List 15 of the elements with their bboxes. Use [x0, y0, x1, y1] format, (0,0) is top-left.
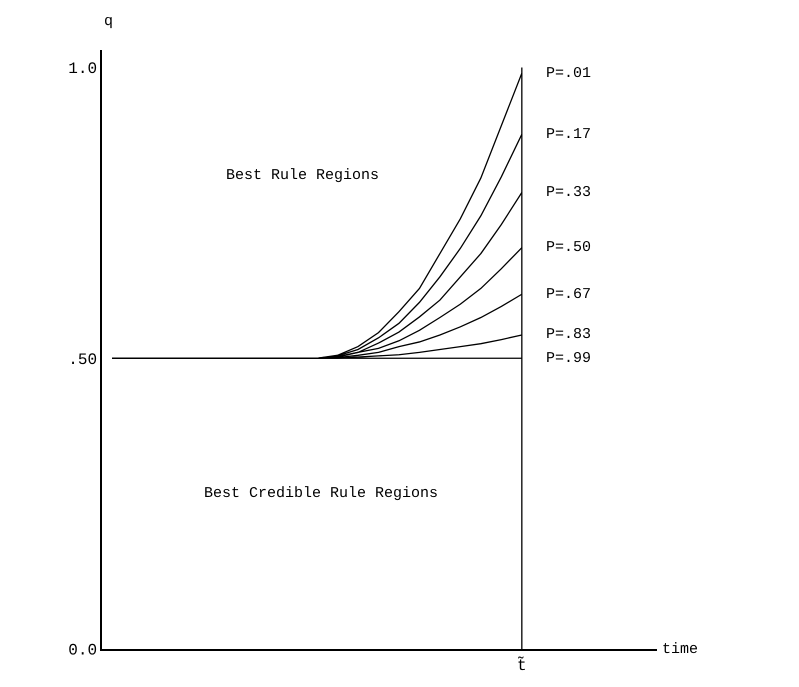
- y-tick-label: 1.0: [68, 60, 98, 78]
- series-label: P=.01: [546, 65, 592, 82]
- series-label: P=.33: [546, 184, 592, 201]
- series-label: P=.83: [546, 326, 592, 343]
- series-label: P=.67: [546, 286, 592, 303]
- series-label: P=.99: [546, 350, 592, 367]
- text: time: [662, 641, 698, 658]
- y-tick-label: 0.0: [68, 642, 98, 660]
- annotation: Best Credible Rule Regions: [204, 485, 438, 502]
- y-axis-title: q: [104, 13, 114, 30]
- series-label: P=.50: [546, 239, 592, 256]
- series-label: P=.17: [546, 126, 592, 143]
- x-tick-label: t̃: [517, 656, 527, 675]
- y-tick-label: .50: [68, 350, 98, 369]
- annotation: Best Rule Regions: [226, 167, 380, 184]
